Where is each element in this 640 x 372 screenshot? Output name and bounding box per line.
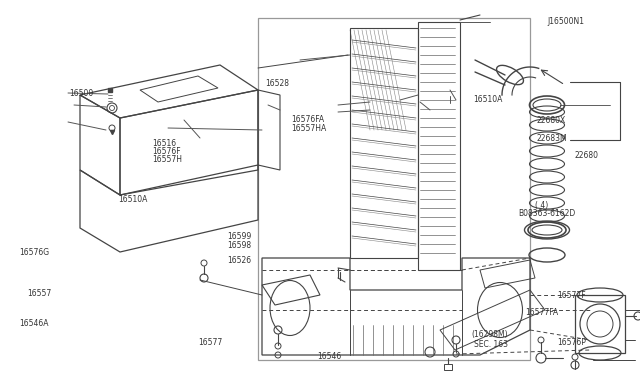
Text: 16576G: 16576G [19,248,49,257]
Text: 16557H: 16557H [152,155,182,164]
Bar [418,22,460,270]
Text: 16577FA: 16577FA [525,308,558,317]
Text: 16557: 16557 [27,289,51,298]
Text: 16546: 16546 [317,352,341,361]
Text: SEC. 163: SEC. 163 [474,340,508,349]
Bar [575,295,625,353]
Text: ( 4): ( 4) [535,201,548,210]
Text: 22683M: 22683M [536,134,567,143]
Text: 16599: 16599 [227,232,252,241]
Text: 16526: 16526 [227,256,252,265]
Text: B08363-6162D: B08363-6162D [518,209,575,218]
Text: J16500N1: J16500N1 [547,17,584,26]
Text: 16576F: 16576F [152,147,181,156]
Text: 16598: 16598 [227,241,252,250]
Bar [258,18,530,360]
Text: 16528: 16528 [266,79,289,88]
Text: 16577: 16577 [198,338,223,347]
Text: (16298M): (16298M) [471,330,508,339]
Text: 16516: 16516 [152,139,177,148]
Bar [444,364,452,370]
Text: 16577F: 16577F [557,291,586,300]
Text: 16557HA: 16557HA [291,124,326,133]
Text: 16576FA: 16576FA [291,115,324,124]
Text: 16500: 16500 [69,89,93,97]
Text: 16576P: 16576P [557,338,586,347]
Text: 16510A: 16510A [474,95,503,104]
Text: 22680: 22680 [574,151,598,160]
Text: 22680X: 22680X [536,116,566,125]
Text: 16546A: 16546A [19,319,49,328]
Text: 16510A: 16510A [118,195,148,203]
